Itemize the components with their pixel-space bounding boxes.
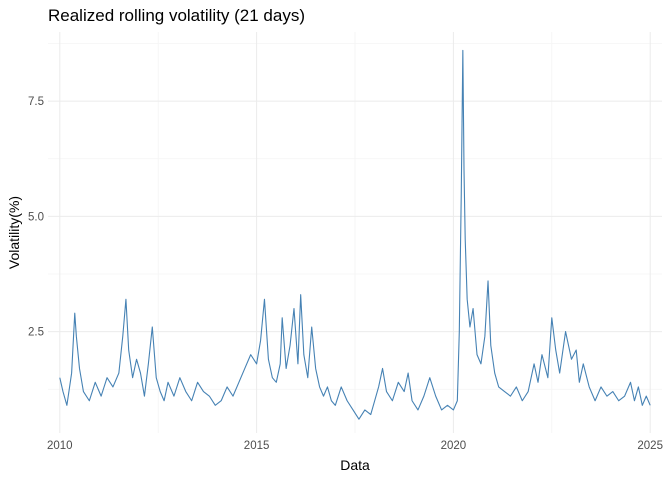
x-tick-label: 2025 — [637, 440, 663, 452]
chart-title: Realized rolling volatility (21 days) — [48, 6, 306, 25]
y-tick-label: 5.0 — [28, 211, 44, 223]
x-tick-label: 2010 — [47, 440, 73, 452]
series-layer — [59, 49, 651, 420]
y-axis-title: Volatility(%) — [6, 196, 22, 269]
tick-labels: 2010 2015 2020 2025 2.5 5.0 7.5 — [28, 96, 663, 452]
x-tick-label: 2020 — [441, 440, 467, 452]
volatility-series-line — [59, 49, 651, 420]
y-tick-label: 2.5 — [28, 327, 44, 339]
x-tick-label: 2015 — [244, 440, 270, 452]
y-tick-label: 7.5 — [28, 96, 44, 108]
x-axis-title: Data — [340, 457, 370, 473]
grid-lines — [48, 32, 662, 433]
